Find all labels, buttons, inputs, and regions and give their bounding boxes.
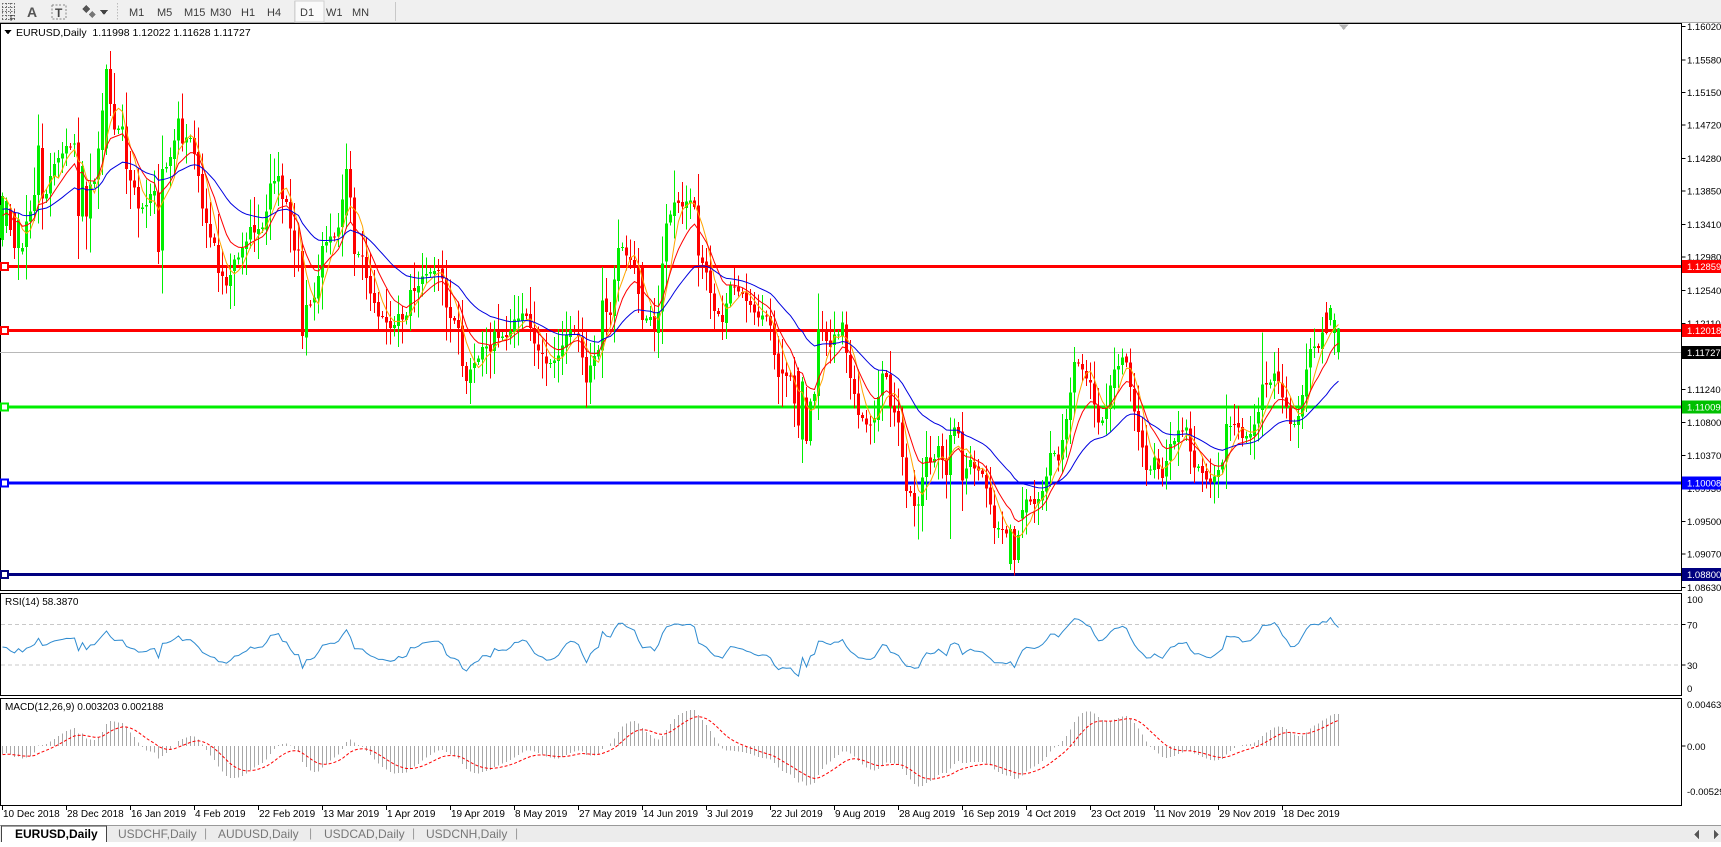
- svg-text:1.11240: 1.11240: [1687, 385, 1721, 396]
- svg-text:1.12540: 1.12540: [1687, 286, 1721, 297]
- svg-text:RSI(14) 58.3870: RSI(14) 58.3870: [5, 597, 79, 608]
- svg-text:28 Aug 2019: 28 Aug 2019: [899, 809, 956, 820]
- svg-text:28 Dec 2018: 28 Dec 2018: [67, 809, 124, 820]
- svg-text:1.11009: 1.11009: [1687, 402, 1721, 413]
- svg-text:H4: H4: [267, 7, 281, 19]
- svg-text:|: |: [309, 826, 312, 840]
- svg-text:1.15580: 1.15580: [1687, 55, 1721, 66]
- svg-text:1.09930: 1.09930: [1687, 484, 1721, 495]
- svg-text:27 May 2019: 27 May 2019: [579, 809, 637, 820]
- svg-text:1.11727: 1.11727: [1687, 348, 1721, 359]
- svg-text:H1: H1: [241, 7, 255, 19]
- svg-text:1 Apr 2019: 1 Apr 2019: [387, 809, 436, 820]
- svg-text:1.14280: 1.14280: [1687, 154, 1721, 165]
- svg-text:MACD(12,26,9) 0.003203 0.00218: MACD(12,26,9) 0.003203 0.002188: [5, 702, 164, 713]
- svg-text:F: F: [10, 14, 15, 23]
- svg-text:1.13850: 1.13850: [1687, 187, 1721, 198]
- svg-text:|: |: [204, 826, 207, 840]
- svg-text:0: 0: [1687, 684, 1692, 695]
- svg-text:4 Oct 2019: 4 Oct 2019: [1027, 809, 1076, 820]
- svg-text:USDCNH,Daily: USDCNH,Daily: [426, 827, 507, 841]
- svg-text:9 Aug 2019: 9 Aug 2019: [835, 809, 886, 820]
- svg-text:16 Jan 2019: 16 Jan 2019: [131, 809, 186, 820]
- svg-text:1.14720: 1.14720: [1687, 121, 1721, 132]
- svg-text:AUDUSD,Daily: AUDUSD,Daily: [218, 827, 299, 841]
- svg-text:1.09500: 1.09500: [1687, 517, 1721, 528]
- svg-text:1.09070: 1.09070: [1687, 550, 1721, 561]
- svg-text:M1: M1: [129, 7, 144, 19]
- svg-text:0.00: 0.00: [1687, 742, 1706, 753]
- svg-text:|: |: [412, 826, 415, 840]
- svg-text:USDCAD,Daily: USDCAD,Daily: [324, 827, 405, 841]
- svg-text:M5: M5: [157, 7, 172, 19]
- svg-text:1.08800: 1.08800: [1687, 570, 1721, 581]
- svg-text:EURUSD,Daily: EURUSD,Daily: [15, 827, 98, 841]
- svg-text:100: 100: [1687, 595, 1703, 606]
- svg-text:30: 30: [1687, 661, 1698, 672]
- svg-text:11 Nov 2019: 11 Nov 2019: [1155, 809, 1211, 820]
- svg-text:13 Mar 2019: 13 Mar 2019: [323, 809, 380, 820]
- svg-text:19 Apr 2019: 19 Apr 2019: [451, 809, 505, 820]
- svg-text:USDCHF,Daily: USDCHF,Daily: [118, 827, 197, 841]
- svg-text:16 Sep 2019: 16 Sep 2019: [963, 809, 1020, 820]
- svg-text:23 Oct 2019: 23 Oct 2019: [1091, 809, 1146, 820]
- svg-text:|: |: [515, 826, 518, 840]
- svg-text:1.16020: 1.16020: [1687, 22, 1721, 33]
- svg-text:8 May 2019: 8 May 2019: [515, 809, 568, 820]
- svg-text:1.12859: 1.12859: [1687, 262, 1721, 273]
- svg-text:4 Feb 2019: 4 Feb 2019: [195, 809, 246, 820]
- svg-text:MN: MN: [352, 7, 369, 19]
- svg-text:14 Jun 2019: 14 Jun 2019: [643, 809, 698, 820]
- svg-text:A: A: [27, 4, 37, 20]
- svg-text:1.12980: 1.12980: [1687, 253, 1721, 264]
- svg-text:M15: M15: [184, 7, 205, 19]
- svg-text:1.10008: 1.10008: [1687, 478, 1721, 489]
- svg-text:1.10370: 1.10370: [1687, 451, 1721, 462]
- svg-text:W1: W1: [326, 7, 343, 19]
- svg-text:1.10800: 1.10800: [1687, 418, 1721, 429]
- svg-text:T: T: [55, 6, 63, 20]
- svg-text:D1: D1: [300, 7, 314, 19]
- svg-text:1.15150: 1.15150: [1687, 88, 1721, 99]
- svg-text:0.00463: 0.00463: [1687, 700, 1721, 711]
- svg-text:22 Jul 2019: 22 Jul 2019: [771, 809, 823, 820]
- svg-text:1.13410: 1.13410: [1687, 220, 1721, 231]
- svg-text:3 Jul 2019: 3 Jul 2019: [707, 809, 754, 820]
- svg-text:29 Nov 2019: 29 Nov 2019: [1219, 809, 1276, 820]
- svg-text:70: 70: [1687, 620, 1698, 631]
- svg-text:-0.00529: -0.00529: [1687, 787, 1721, 798]
- svg-text:1.08630: 1.08630: [1687, 583, 1721, 594]
- svg-text:22 Feb 2019: 22 Feb 2019: [259, 809, 316, 820]
- svg-text:18 Dec 2019: 18 Dec 2019: [1283, 809, 1340, 820]
- svg-text:M30: M30: [210, 7, 231, 19]
- svg-text:1.12018: 1.12018: [1687, 326, 1721, 337]
- svg-text:EURUSD,Daily 1.11998 1.12022: EURUSD,Daily 1.11998 1.12022 1.11628 1.1…: [16, 27, 251, 39]
- svg-text:10 Dec 2018: 10 Dec 2018: [3, 809, 60, 820]
